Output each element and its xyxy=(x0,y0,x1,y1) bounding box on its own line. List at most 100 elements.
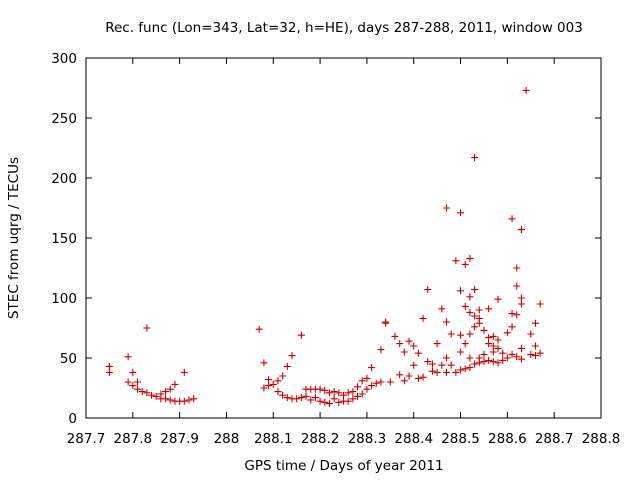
data-point xyxy=(508,323,516,331)
data-point xyxy=(461,340,469,348)
data-point xyxy=(382,319,390,327)
data-point xyxy=(410,342,418,350)
data-point xyxy=(489,358,497,366)
data-point xyxy=(325,400,333,408)
data-point xyxy=(307,396,315,404)
data-point xyxy=(405,337,413,345)
data-point xyxy=(316,397,324,405)
data-point xyxy=(503,354,511,362)
data-point xyxy=(531,342,539,350)
data-point xyxy=(527,330,535,338)
data-point xyxy=(400,377,408,385)
data-point xyxy=(129,368,137,376)
data-point xyxy=(269,380,277,388)
data-point xyxy=(354,392,362,400)
data-point xyxy=(260,359,268,367)
data-point xyxy=(124,378,132,386)
data-point xyxy=(414,349,422,357)
data-point xyxy=(513,282,521,290)
data-point xyxy=(279,372,287,380)
x-tick-label: 288.8 xyxy=(582,431,621,447)
data-point xyxy=(400,348,408,356)
data-point xyxy=(297,394,305,402)
x-tick-label: 287.8 xyxy=(113,431,152,447)
data-point xyxy=(377,378,385,386)
data-point xyxy=(517,300,525,308)
data-point xyxy=(162,395,170,403)
data-point xyxy=(190,395,198,403)
data-point xyxy=(279,391,287,399)
data-point xyxy=(255,325,263,333)
data-point xyxy=(466,364,474,372)
data-point xyxy=(531,319,539,327)
data-point xyxy=(335,389,343,397)
data-point xyxy=(499,349,507,357)
data-point xyxy=(274,377,282,385)
data-point xyxy=(447,330,455,338)
data-point xyxy=(405,372,413,380)
data-point xyxy=(424,286,432,294)
data-point xyxy=(531,352,539,360)
data-point xyxy=(358,377,366,385)
data-point xyxy=(138,388,146,396)
data-point xyxy=(513,311,521,319)
data-point xyxy=(396,340,404,348)
x-axis: 287.7 287.8 287.9 288 288.1 288.2 288.3 288.4 28… xyxy=(67,58,621,447)
data-point xyxy=(494,336,502,344)
data-point xyxy=(344,389,352,397)
data-point xyxy=(438,305,446,313)
data-point xyxy=(363,374,371,382)
x-tick-label: 288.6 xyxy=(488,431,527,447)
data-point xyxy=(513,264,521,272)
data-point xyxy=(283,362,291,370)
data-point xyxy=(466,330,474,338)
data-point xyxy=(134,385,141,393)
data-point xyxy=(508,350,516,358)
data-point xyxy=(471,360,479,368)
chart-title: Rec. func (Lon=343, Lat=32, h=HE), days … xyxy=(105,20,583,36)
y-tick-label: 300 xyxy=(51,51,77,67)
data-point xyxy=(527,350,535,358)
data-point xyxy=(536,349,544,357)
data-point xyxy=(466,354,474,362)
data-point xyxy=(508,215,516,223)
data-point xyxy=(321,398,329,406)
data-point xyxy=(293,395,301,403)
data-point xyxy=(124,353,132,361)
data-point xyxy=(499,356,507,364)
data-point xyxy=(134,378,141,386)
data-point xyxy=(311,394,319,402)
plot-frame xyxy=(85,57,602,419)
data-point xyxy=(489,342,497,350)
data-point xyxy=(152,392,160,400)
data-point xyxy=(475,359,483,367)
data-point xyxy=(452,257,460,265)
data-point xyxy=(330,388,338,396)
data-point xyxy=(349,395,357,403)
y-tick-label: 50 xyxy=(60,351,77,367)
data-point xyxy=(180,397,188,405)
data-point xyxy=(517,355,525,363)
data-point xyxy=(457,209,465,217)
data-point xyxy=(494,295,502,303)
data-point xyxy=(513,353,521,361)
y-axis: 0 50 100 150 200 250 300 xyxy=(51,51,601,427)
data-point xyxy=(475,319,483,327)
data-point xyxy=(433,368,441,376)
data-point xyxy=(340,391,347,399)
data-point xyxy=(363,385,371,393)
data-point xyxy=(354,383,362,391)
data-point xyxy=(443,204,450,212)
data-point xyxy=(536,300,544,308)
data-point xyxy=(466,254,474,262)
data-point xyxy=(396,371,404,379)
data-point xyxy=(461,302,469,310)
x-tick-label: 287.7 xyxy=(67,431,106,447)
data-point xyxy=(480,358,488,366)
data-point xyxy=(302,392,310,400)
data-point xyxy=(166,385,174,393)
data-point xyxy=(517,344,525,352)
x-tick-label: 288.4 xyxy=(394,431,433,447)
data-point xyxy=(260,384,268,392)
